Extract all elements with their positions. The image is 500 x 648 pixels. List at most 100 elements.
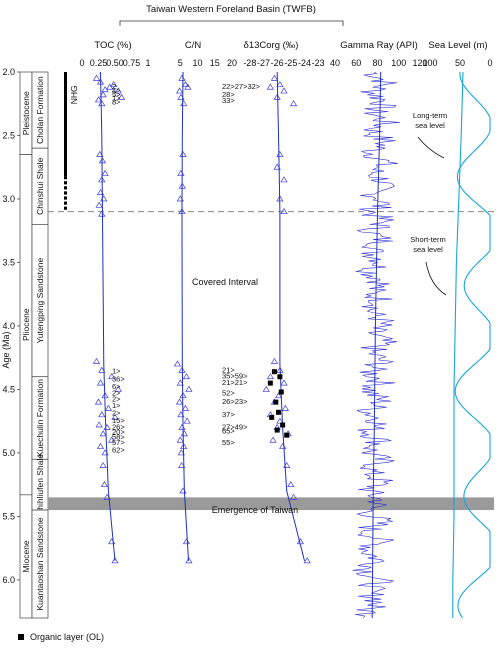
d13c-point <box>289 100 298 107</box>
gamma-trend-line <box>371 71 382 619</box>
toc-point <box>108 373 116 380</box>
gamma-tick-label: 60 <box>351 58 361 68</box>
ol-count-label: 35>59> <box>222 372 248 381</box>
toc-tick-label: 0.50 <box>106 58 124 68</box>
paleomag-dash <box>64 201 67 205</box>
cn-point <box>185 557 193 564</box>
toc-point <box>114 385 122 392</box>
organic-layer-marker <box>269 414 275 420</box>
ol-count-label: 26> <box>112 423 125 432</box>
cn-point <box>182 373 191 380</box>
formation-label: Shihliufen Shale <box>35 454 45 516</box>
d13c-point <box>280 176 288 183</box>
cn-tick-label: 10 <box>192 58 202 68</box>
paleomag-dash <box>64 181 67 185</box>
toc-tick-label: 0.75 <box>123 58 141 68</box>
d13c-point <box>269 436 277 443</box>
interval-bands <box>48 211 494 511</box>
paleomag-dash <box>64 191 67 195</box>
paleomag-dash <box>64 186 67 190</box>
ol-count-label: 22>27>32> <box>222 82 261 91</box>
d13c-tick-label: -26 <box>271 58 284 68</box>
d13c-point <box>276 417 284 424</box>
d13c-point <box>280 379 288 386</box>
toc-trend-line <box>99 71 116 561</box>
paleomag-dash <box>64 176 67 180</box>
toc-point <box>98 210 106 217</box>
organic-layer-marker <box>277 374 283 380</box>
gamma-tick-label: 100 <box>391 58 406 68</box>
ol-count-label: 62> <box>112 445 125 454</box>
cn-point <box>175 87 184 94</box>
d13c-point <box>289 493 298 500</box>
toc-point <box>99 461 107 468</box>
ol-count-label: 2> <box>112 388 121 397</box>
toc-tick-label: 0.25 <box>90 58 108 68</box>
panel-tick-rows: 0 0.250.500.75 1 5 10 15 20 -28 -27 -26 -25 -24 -23 4… <box>79 58 492 68</box>
ol-count-label: 21>21> <box>222 378 248 387</box>
toc-point <box>104 404 113 411</box>
cn-point <box>176 379 184 386</box>
toc-point <box>92 357 101 364</box>
organic-layer-legend-swatch <box>18 634 24 640</box>
cn-point <box>176 436 184 443</box>
cn-point <box>173 360 182 367</box>
emergence-band <box>48 497 494 511</box>
basin-bracket <box>119 20 344 26</box>
gamma-ray-log <box>352 71 400 618</box>
toc-point <box>99 430 107 437</box>
data-layer <box>92 71 491 619</box>
toc-point <box>110 81 118 88</box>
toc-point <box>94 96 103 103</box>
formation-label: Cholan Formation <box>35 76 45 144</box>
long-term-label-line: sea level <box>415 121 445 130</box>
organic-layer-marker <box>274 427 280 433</box>
age-tick-label: 4.5 <box>2 384 15 394</box>
cn-point <box>183 417 191 424</box>
ol-count-label: 28> <box>222 90 235 99</box>
short-term-sea-level <box>454 71 491 619</box>
cn-trend-line <box>181 71 190 561</box>
toc-point <box>117 93 126 100</box>
cn-point <box>178 74 186 81</box>
cn-point <box>178 423 186 430</box>
age-tick-label: 2.5 <box>2 130 15 140</box>
d13c-point <box>270 357 279 364</box>
cn-tick-label: 20 <box>227 58 237 68</box>
toc-point <box>111 413 119 420</box>
cn-point <box>185 385 193 392</box>
formation-label: Kuantaoshan Sandstone <box>35 517 45 610</box>
cn-point <box>175 398 184 405</box>
ol-count-label: 1> <box>112 94 121 103</box>
gamma-title: Gamma Ray (API) <box>340 40 418 51</box>
panel-titles: TOC (%) C/N δ13Corg (‰) Gamma Ray (API) … <box>94 40 487 51</box>
toc-point <box>100 195 108 202</box>
organic-layer-marker <box>284 432 290 438</box>
age-axis: Age (Ma) 2.0 2.5 3.0 3.5 4.0 4.5 5.0 5.5 6.0 <box>1 67 20 585</box>
toc-point <box>99 91 107 98</box>
d13c-point <box>266 373 274 380</box>
cn-point <box>177 169 185 176</box>
ol-count-label: 26>23> <box>222 397 248 406</box>
d13c-tick-label: -24 <box>298 58 311 68</box>
epoch-label: Pleistocene <box>21 91 31 135</box>
d13c-point <box>270 74 279 81</box>
age-tick-label: 5.0 <box>2 448 15 458</box>
epoch-label: Miocene <box>21 540 31 572</box>
ol-count-label: 4> <box>112 86 121 95</box>
long-term-label-line: Long-term <box>413 111 447 120</box>
toc-point <box>98 366 106 373</box>
age-tick-label: 5.5 <box>2 511 15 521</box>
ol-count-label: 5> <box>112 90 121 99</box>
paleomag-dash <box>64 196 67 200</box>
age-tick-label: 6.0 <box>2 575 15 585</box>
toc-point <box>96 150 104 157</box>
formation-cell <box>31 509 49 619</box>
ol-count-label: 20> <box>112 428 125 437</box>
ol-count-label: 52> <box>222 388 235 397</box>
sea-title: Sea Level (m) <box>428 40 487 51</box>
d13c-point <box>276 150 284 157</box>
cn-tick-label: 5 <box>178 58 183 68</box>
paleomag-dash <box>64 206 67 210</box>
d13c-tick-label: -25 <box>284 58 297 68</box>
